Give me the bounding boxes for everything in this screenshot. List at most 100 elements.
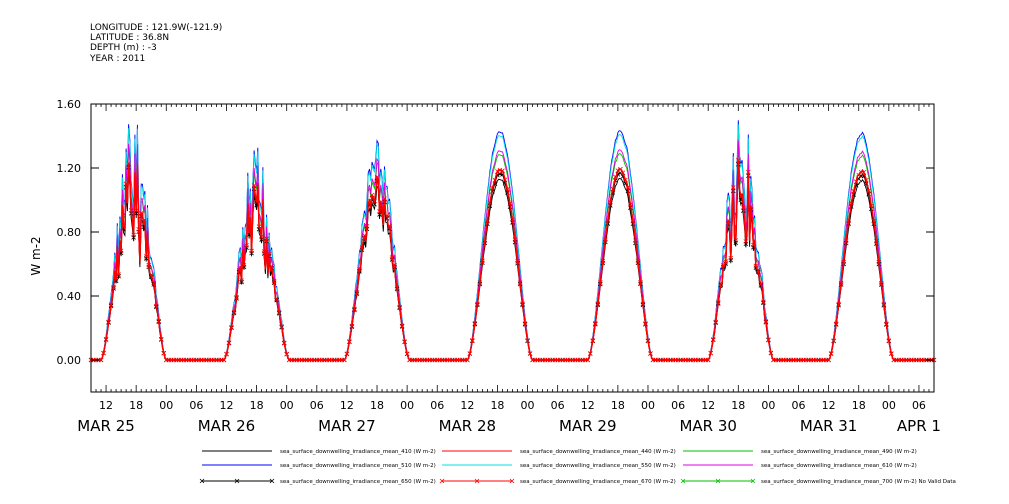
legend-label: sea_surface_downwelling_irradiance_mean_… [280, 463, 436, 469]
series-marker [284, 351, 289, 357]
series-marker [728, 255, 734, 261]
x-hour-label: 18 [852, 399, 866, 412]
series-marker [853, 179, 859, 184]
series-marker [603, 237, 608, 242]
series-marker [751, 242, 756, 248]
series-marker [848, 201, 854, 206]
y-tick-label: 1.20 [57, 162, 82, 175]
x-hour-label: 12 [581, 399, 595, 412]
series-marker [710, 337, 716, 342]
y-tick-label: 0.00 [57, 354, 82, 367]
legend-marker [474, 478, 480, 484]
series-marker [833, 321, 839, 327]
series-marker [369, 192, 375, 198]
series-marker [648, 351, 653, 356]
series-marker [482, 238, 488, 243]
series-marker [826, 357, 831, 363]
series-marker [520, 301, 525, 307]
series-marker [492, 177, 498, 183]
series-marker [645, 338, 651, 343]
legend-marker [509, 478, 515, 484]
series-marker [505, 186, 510, 192]
series-marker [477, 280, 483, 285]
series-marker [630, 218, 636, 224]
series-marker [525, 338, 530, 343]
x-date-label: MAR 27 [318, 417, 375, 435]
series-marker [725, 218, 731, 223]
y-tick-label: 1.60 [57, 98, 82, 111]
series-line [91, 124, 934, 361]
series-marker [352, 306, 357, 312]
series-marker [851, 188, 856, 194]
series-marker [831, 338, 836, 343]
series-marker [600, 258, 606, 264]
series-marker [259, 234, 264, 240]
series-marker [705, 357, 711, 363]
series-marker [251, 183, 257, 188]
series-marker [382, 196, 387, 201]
series-marker [638, 280, 643, 285]
series-marker [241, 262, 247, 268]
series-marker [397, 304, 402, 310]
series-marker [708, 350, 713, 356]
legend-marker [680, 478, 686, 484]
series-marker [274, 296, 279, 302]
series-marker [392, 262, 397, 268]
legend-label: sea_surface_downwelling_irradiance_mean_… [761, 463, 917, 469]
x-date-label: MAR 25 [77, 417, 134, 435]
series-marker [364, 223, 370, 229]
series-marker [718, 281, 724, 286]
legend-marker [750, 478, 756, 484]
series-marker [234, 294, 239, 300]
series-marker [633, 238, 638, 243]
series-marker [226, 340, 232, 345]
x-hour-label: 18 [250, 399, 264, 412]
legend-label: sea_surface_downwelling_irradiance_mean_… [280, 449, 436, 455]
plot-frame [90, 103, 935, 393]
series-marker [123, 181, 129, 187]
series-marker [101, 350, 106, 356]
series-marker [640, 301, 646, 307]
legend-marker [199, 478, 205, 484]
series-marker [158, 336, 164, 342]
series-marker [495, 169, 500, 174]
series-marker [527, 351, 533, 356]
series-marker [876, 259, 882, 265]
series-marker [515, 258, 520, 264]
series-marker [131, 232, 136, 238]
x-date-label: MAR 26 [198, 417, 255, 435]
x-date-label: MAR 29 [559, 417, 616, 435]
series-marker [610, 186, 616, 192]
series-marker [113, 277, 119, 282]
series-marker [118, 248, 124, 254]
series-marker [838, 280, 844, 286]
series-line [91, 140, 934, 361]
x-hour-label: 06 [792, 399, 806, 412]
x-hour-label: 00 [400, 399, 414, 412]
series-marker [394, 285, 400, 290]
year-text: YEAR : 2011 [89, 54, 145, 64]
legend-marker [234, 478, 240, 484]
legend: sea_surface_downwelling_irradiance_mean_… [199, 449, 956, 485]
series-marker [389, 255, 395, 260]
x-hour-label: 18 [490, 399, 504, 412]
series-marker [354, 290, 360, 295]
depth-text: DEPTH (m) : -3 [90, 43, 157, 53]
series-marker [761, 299, 766, 305]
x-date-label: MAR 31 [800, 417, 857, 435]
x-hour-label: 12 [340, 399, 354, 412]
series-marker [264, 236, 269, 242]
x-hour-label: 12 [822, 399, 836, 412]
series-marker [221, 357, 227, 363]
series-marker [279, 324, 284, 329]
x-hour-label: 12 [219, 399, 233, 412]
series-marker [256, 224, 262, 229]
series-marker [143, 254, 149, 259]
series-marker [874, 238, 879, 244]
series-marker [269, 264, 274, 269]
series-marker [384, 213, 390, 218]
series-line [91, 120, 934, 361]
series-marker [231, 309, 237, 315]
series-marker [254, 199, 259, 205]
series-marker [98, 357, 104, 363]
